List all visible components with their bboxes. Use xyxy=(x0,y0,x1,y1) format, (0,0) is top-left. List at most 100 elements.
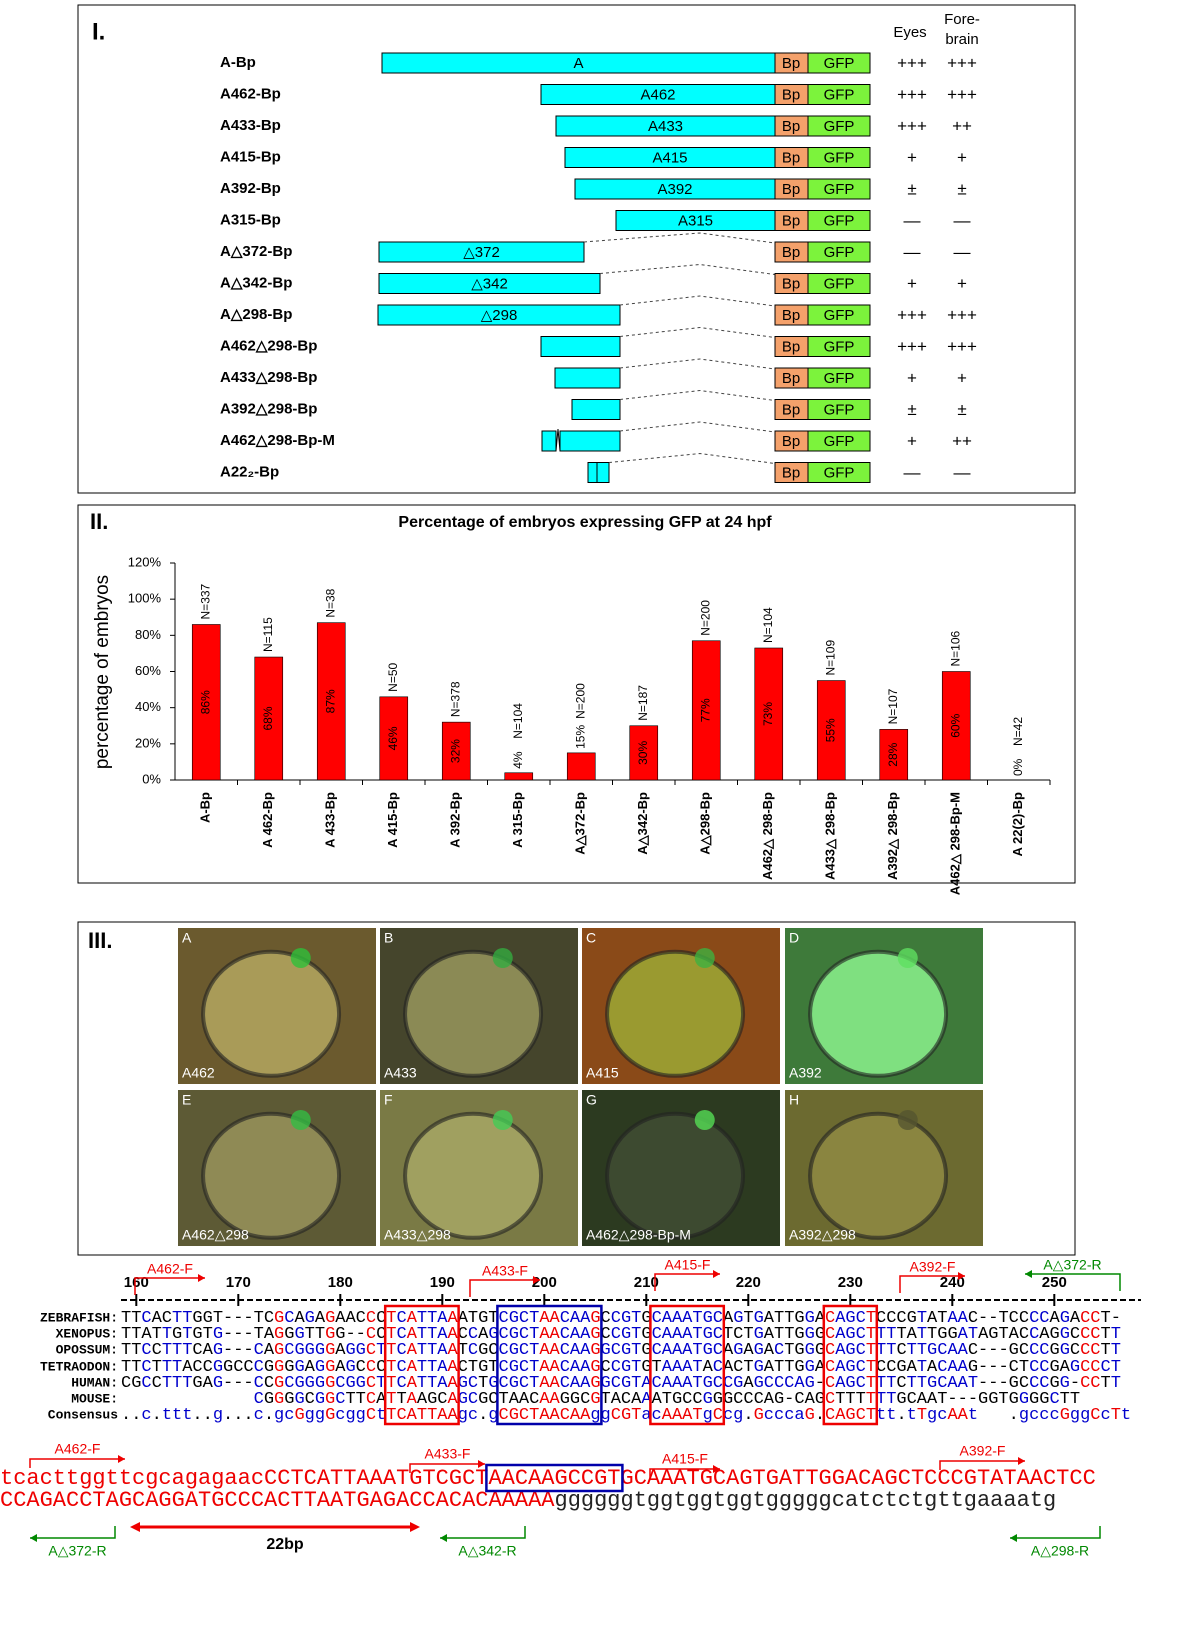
value-label: 86% xyxy=(198,690,212,714)
forebrain-score: ++ xyxy=(952,116,972,135)
forebrain-score: +++ xyxy=(947,337,977,356)
gfp-box xyxy=(807,52,871,74)
n-label: N=104 xyxy=(761,607,775,643)
construct-name: A462△298-Bp xyxy=(220,337,317,354)
n-label: N=109 xyxy=(823,640,837,676)
aligned-sequence: CGCCTTTGAG---CCGCGGGGCGGCTTCATTAAGCTGCGC… xyxy=(121,1374,1121,1393)
forebrain-score: + xyxy=(957,148,967,167)
motif-box xyxy=(496,1304,603,1426)
primer-arrow xyxy=(30,1526,116,1539)
x-tick-label: A 415-Bp xyxy=(385,792,400,848)
construct-name: A-Bp xyxy=(220,54,256,71)
bar xyxy=(441,721,471,781)
ruler-number: 230 xyxy=(838,1274,863,1291)
n-label: N=200 xyxy=(698,600,712,636)
bar xyxy=(504,772,534,781)
construct-name: A△342-Bp xyxy=(220,274,292,291)
promoter-label: Bp xyxy=(782,338,800,355)
yolk xyxy=(808,1111,949,1240)
gfp-box xyxy=(807,399,871,420)
primer-arrow xyxy=(939,1460,1025,1470)
panel-i-frame xyxy=(77,4,1076,494)
y-tick-label: 120% xyxy=(128,554,162,569)
eyes-score: + xyxy=(907,431,917,450)
value-label: 55% xyxy=(823,718,837,742)
construct-name: A22₂-Bp xyxy=(220,463,279,480)
primer-arrow xyxy=(649,1468,720,1478)
bar xyxy=(191,624,221,781)
genomic-sequence: tcacttggttcgcagagaacCCTCATTAAATGTCGCTAAC… xyxy=(0,1466,1096,1491)
value-label: 28% xyxy=(886,742,900,766)
gfp-box xyxy=(807,115,871,137)
eyes-score: ± xyxy=(907,400,916,419)
fragment-bar xyxy=(541,430,557,452)
yolk xyxy=(605,949,746,1078)
value-label: 46% xyxy=(386,726,400,750)
arrow-head xyxy=(198,1274,205,1282)
x-tick-label: A433△ 298-Bp xyxy=(823,792,838,880)
primer-label: A392-F xyxy=(910,1259,956,1275)
gfp-label: GFP xyxy=(824,181,855,198)
image-caption: A462△298 xyxy=(182,1227,249,1243)
primer-arrow xyxy=(899,1275,965,1293)
image-caption: A415 xyxy=(586,1065,619,1081)
x-tick-label: A 315-Bp xyxy=(510,792,525,848)
arrow-head xyxy=(478,1460,485,1468)
gfp-label: GFP xyxy=(824,149,855,166)
value-label: 60% xyxy=(948,713,962,737)
fragment-label: A xyxy=(573,55,583,72)
deletion-line xyxy=(619,421,776,433)
image-letter: F xyxy=(384,1092,393,1108)
bar xyxy=(691,640,721,781)
eyes-score: +++ xyxy=(897,85,927,104)
y-tick-label: 20% xyxy=(135,735,161,750)
primer-label: A392-F xyxy=(960,1443,1006,1459)
arrow-head xyxy=(713,1270,720,1278)
x-tick-label: A△372-Bp xyxy=(573,792,588,855)
panel-ii-frame xyxy=(77,504,1076,884)
gfp-box xyxy=(807,84,871,105)
image-caption: A392△298 xyxy=(789,1227,856,1243)
eyes-score: +++ xyxy=(897,305,927,324)
primer-label: A433-F xyxy=(425,1446,471,1462)
arrow-head xyxy=(440,1534,447,1542)
gfp-box xyxy=(807,147,871,168)
bar xyxy=(316,622,346,781)
chart-title: Percentage of embryos expressing GFP at … xyxy=(398,514,772,531)
deletion-line xyxy=(608,452,776,464)
x-tick-label: A-Bp xyxy=(198,792,213,823)
construct-name: A392-Bp xyxy=(220,180,281,197)
deletion-line xyxy=(619,295,776,307)
deletion-line xyxy=(583,232,776,244)
image-letter: D xyxy=(789,930,799,946)
gfp-box xyxy=(807,430,871,452)
bar xyxy=(254,656,284,781)
value-label: 32% xyxy=(448,739,462,763)
gfp-label: GFP xyxy=(824,86,855,103)
n-label: N=337 xyxy=(198,583,212,619)
gfp-box xyxy=(807,210,871,231)
mutation-mark xyxy=(555,428,561,452)
promoter-label: Bp xyxy=(782,370,800,387)
forebrain-score: — xyxy=(954,242,971,261)
fragment-label: A315 xyxy=(678,212,713,229)
value-label: 68% xyxy=(261,706,275,730)
value-label: 87% xyxy=(323,689,337,713)
n-label: N=115 xyxy=(261,617,275,652)
image-letter: C xyxy=(586,930,596,946)
n-label: N=187 xyxy=(636,685,650,721)
ruler-number: 210 xyxy=(634,1274,659,1291)
n-label: N=200 xyxy=(573,683,587,719)
y-tick-label: 0% xyxy=(142,771,161,786)
bar xyxy=(379,696,409,781)
bar xyxy=(754,647,784,781)
forebrain-score: +++ xyxy=(947,305,977,324)
primer-label: A△372-R xyxy=(48,1543,106,1559)
promoter-label: Bp xyxy=(782,307,800,324)
species-label: Consensus xyxy=(48,1407,118,1422)
aligned-sequence: TTCCTTTCAG---CAGCGGGGAGGCTTCATTAATCGCCGC… xyxy=(121,1341,1121,1360)
arrow-head xyxy=(533,1276,540,1284)
fragment-label: A392 xyxy=(657,181,692,198)
primer-label: A433-F xyxy=(482,1263,528,1279)
